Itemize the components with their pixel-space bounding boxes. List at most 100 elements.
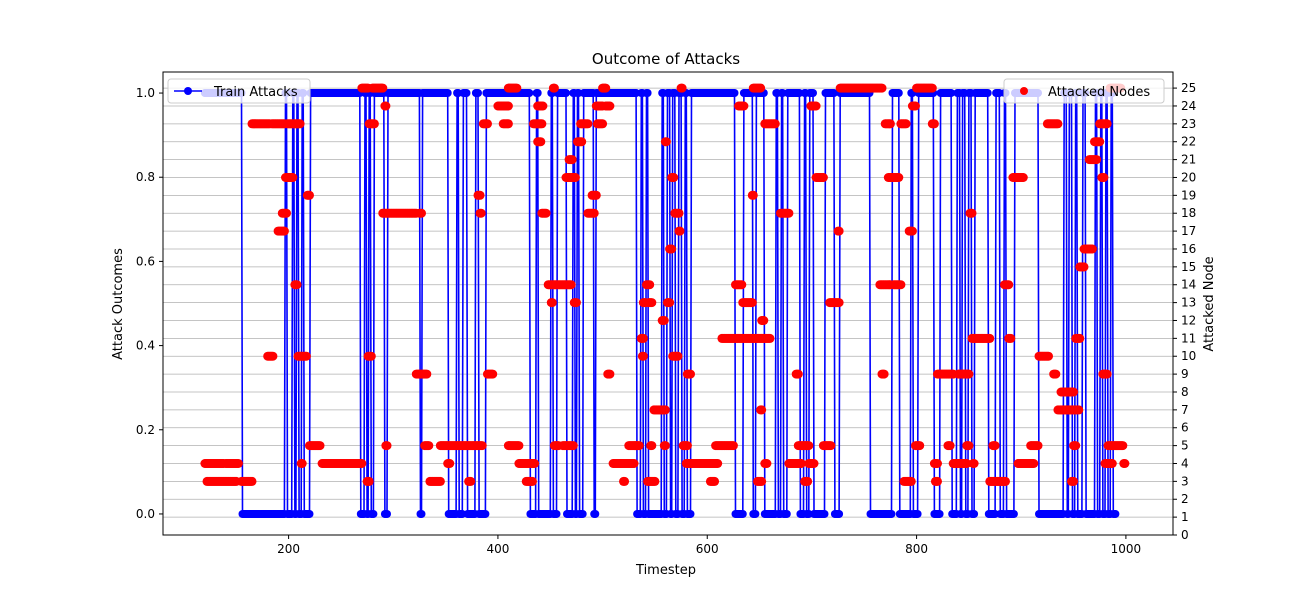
legend-right-marker: [1020, 87, 1028, 95]
attacked-node-point: [589, 208, 599, 218]
attacked-node-point: [1001, 476, 1010, 486]
attacked-node-point: [364, 476, 374, 486]
y2-tick-label: 19: [1181, 188, 1196, 202]
x-axis-label: Timestep: [635, 563, 696, 578]
y-axis-label: Attack Outcomes: [111, 248, 126, 360]
y2-tick-label: 15: [1181, 260, 1196, 274]
attacked-node-point: [568, 441, 578, 451]
y2-tick-label: 7: [1181, 403, 1189, 417]
train-attack-point: [474, 89, 482, 97]
attacked-node-point: [282, 208, 291, 218]
attacked-node-point: [686, 369, 695, 379]
y2-tick-label: 4: [1181, 456, 1189, 470]
attacked-node-point: [538, 101, 548, 111]
attacked-node-point: [834, 226, 844, 236]
attacked-node-point: [962, 459, 972, 468]
attacked-node-point: [757, 405, 767, 415]
attacked-node-point: [682, 441, 692, 451]
attacked-node-point: [476, 208, 486, 218]
attacked-node-point: [739, 101, 749, 111]
train-attack-point: [417, 510, 426, 518]
attacked-node-point: [233, 459, 243, 468]
legend-train-attacks: Train Attacks: [167, 78, 311, 104]
train-attack-point: [970, 510, 979, 518]
attacked-node-point: [288, 173, 298, 182]
y2-tick-label: 10: [1181, 349, 1196, 363]
train-attack-point: [730, 89, 739, 97]
attacked-node-point: [945, 441, 955, 451]
attacked-node-point: [567, 155, 577, 165]
attacked-node-point: [1004, 280, 1014, 290]
x-tick-label: 600: [696, 542, 719, 556]
y-axis-right: 0123456789101112131415161718192021222324…: [1173, 81, 1196, 542]
attacked-node-point: [647, 298, 657, 308]
train-attack-point: [686, 510, 695, 518]
y2-tick-label: 16: [1181, 242, 1196, 256]
legend-left-label: Train Attacks: [213, 85, 298, 100]
y2-tick-label: 17: [1181, 224, 1196, 238]
train-attacks-series: [200, 89, 1120, 518]
attacked-node-point: [549, 83, 559, 93]
attacked-node-point: [756, 83, 766, 93]
attacked-node-point: [964, 369, 974, 379]
attacked-node-point: [503, 119, 513, 129]
attacked-node-point: [765, 333, 775, 343]
y2-tick-label: 24: [1181, 99, 1196, 113]
attacked-node-point: [1099, 173, 1109, 182]
y2-tick-label: 0: [1181, 528, 1189, 542]
attacked-node-point: [577, 137, 587, 147]
y2-tick-label: 11: [1181, 331, 1196, 345]
attacked-node-point: [1044, 351, 1053, 361]
train-attack-point: [562, 89, 570, 97]
y2-tick-label: 8: [1181, 385, 1189, 399]
attacked-node-point: [422, 369, 432, 379]
attacked-node-point: [528, 476, 537, 486]
attacked-node-point: [583, 119, 593, 129]
train-attack-point: [738, 510, 747, 518]
attacked-node-point: [710, 476, 720, 486]
attacked-node-point: [911, 101, 920, 111]
y-tick-label: 1.0: [136, 86, 155, 100]
attacked-node-point: [674, 208, 684, 218]
attacked-node-point: [933, 459, 942, 468]
attacked-node-point: [915, 441, 925, 451]
attacked-node-point: [906, 476, 916, 486]
attacked-node-point: [620, 476, 630, 486]
attacked-node-point: [650, 476, 660, 486]
attacked-node-point: [762, 459, 772, 468]
x-tick-label: 400: [486, 542, 509, 556]
attacked-node-point: [1053, 119, 1063, 129]
train-attack-point: [525, 89, 534, 97]
attacked-node-point: [369, 119, 379, 129]
train-attack-point: [369, 510, 378, 518]
attacked-node-point: [591, 190, 601, 200]
chart-title: Outcome of Attacks: [592, 50, 740, 68]
train-attack-point: [913, 510, 922, 518]
attacked-node-point: [503, 101, 513, 111]
attacked-node-point: [1033, 441, 1043, 451]
train-attack-point: [533, 89, 542, 97]
attacked-node-point: [748, 190, 758, 200]
attacked-node-point: [1102, 369, 1112, 379]
train-attack-point: [983, 89, 992, 97]
attacked-node-point: [547, 298, 557, 308]
attacked-node-point: [1029, 459, 1039, 468]
y-tick-label: 0.4: [136, 339, 155, 353]
attacked-node-point: [927, 83, 937, 93]
y2-tick-label: 12: [1181, 313, 1196, 327]
plot-frame: [162, 71, 1174, 536]
train-attack-point: [383, 510, 391, 518]
train-attack-point: [443, 89, 452, 97]
train-attack-point: [1111, 510, 1120, 518]
attacked-node-point: [357, 459, 367, 468]
legend-right-box: [1003, 78, 1165, 104]
attacked-node-point: [1107, 459, 1117, 468]
y2-tick-label: 21: [1181, 153, 1196, 167]
attacked-node-point: [488, 369, 498, 379]
train-attack-point: [894, 89, 903, 97]
y-axis-left: 0.0 0.2 0.4 0.6 0.8 1.0: [136, 86, 163, 521]
train-attack-point: [305, 510, 314, 518]
train-attack-point: [591, 510, 600, 518]
attacked-node-point: [673, 351, 683, 361]
